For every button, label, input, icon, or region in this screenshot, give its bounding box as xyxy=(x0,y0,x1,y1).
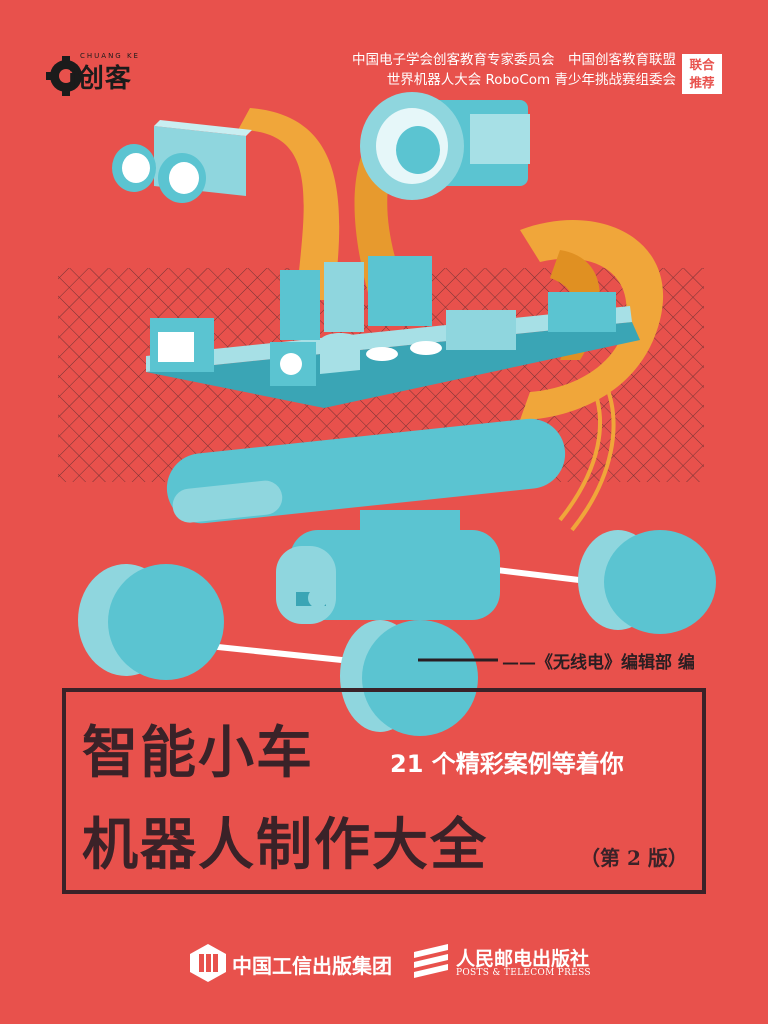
title-line-2: 机器人制作大全 xyxy=(82,813,488,878)
publisher-press-en: POSTS & TELECOM PRESS xyxy=(456,968,591,978)
editor-credit: ——《无线电》编辑部 编 xyxy=(502,653,695,673)
logo-small-text: CHUANG KE xyxy=(80,52,140,60)
publisher-group: 中国工信出版集团 xyxy=(232,954,392,978)
publisher-press: 人民邮电出版社 xyxy=(456,948,590,970)
title-frame xyxy=(62,688,706,894)
title-line-1: 智能小车 xyxy=(82,721,314,786)
ultrasonic-sensor xyxy=(112,120,252,203)
endorser-line-2: 世界机器人大会 RoboCom 青少年挑战赛组委会 xyxy=(386,72,676,88)
camera xyxy=(360,92,530,200)
endorser-line-1: 中国电子学会创客教育专家委员会 中国创客教育联盟 xyxy=(352,52,676,68)
subtitle: 21 个精彩案例等着你 xyxy=(390,750,624,778)
edition: （第 2 版） xyxy=(580,846,688,870)
badge-line-2: 推荐 xyxy=(689,75,715,90)
endorsers: 中国电子学会创客教育专家委员会 中国创客教育联盟 世界机器人大会 RoboCom… xyxy=(352,50,676,90)
ptpress-logo-icon xyxy=(414,944,448,978)
battery-bar xyxy=(166,418,566,524)
badge-line-1: 联合 xyxy=(689,57,715,72)
miit-logo-icon xyxy=(190,944,226,982)
control-board xyxy=(146,256,640,408)
gear-logo-icon xyxy=(46,56,82,96)
endorse-badge: 联合 推荐 xyxy=(682,54,722,94)
wheels xyxy=(78,530,716,736)
logo-text: i创客 xyxy=(68,64,132,94)
